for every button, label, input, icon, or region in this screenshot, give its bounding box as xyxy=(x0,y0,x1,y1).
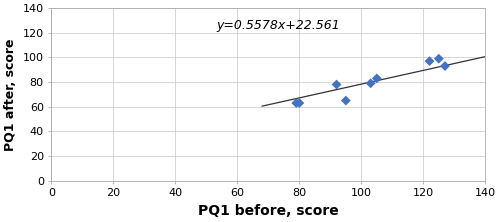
X-axis label: PQ1 before, score: PQ1 before, score xyxy=(198,204,339,218)
Point xyxy=(435,57,443,60)
Point xyxy=(292,101,300,105)
Point xyxy=(366,81,374,85)
Y-axis label: PQ1 after, score: PQ1 after, score xyxy=(4,38,17,151)
Point xyxy=(441,64,449,68)
Point xyxy=(373,77,381,80)
Point xyxy=(296,101,304,105)
Point xyxy=(426,59,434,63)
Text: y=0.5578x+22.561: y=0.5578x+22.561 xyxy=(216,19,340,32)
Point xyxy=(342,99,350,102)
Point xyxy=(332,83,340,86)
